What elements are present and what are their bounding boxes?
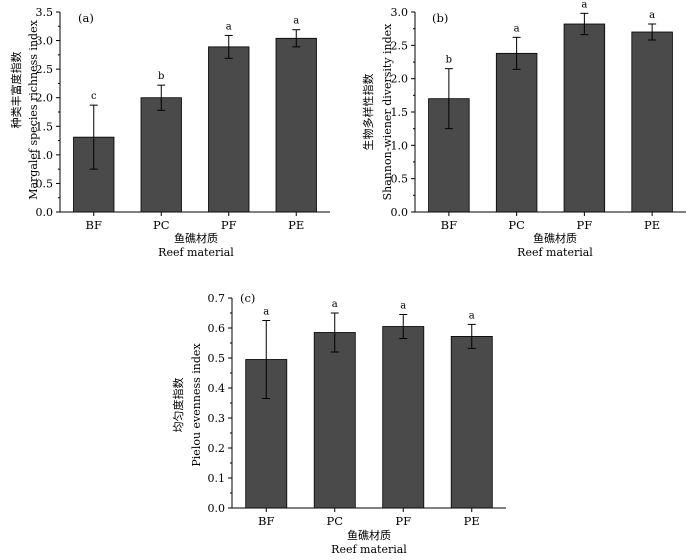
chart-panel-b: (b) 生物多样性指数 Shannon-wiener diversity ind…	[361, 0, 686, 259]
panel-label: (c)	[240, 291, 255, 305]
significance-label: a	[514, 23, 520, 34]
y-tick-label: 0.0	[208, 502, 226, 515]
bar	[382, 326, 425, 509]
panel-label: (b)	[432, 11, 448, 25]
x-tick-label: BF	[258, 514, 274, 528]
y-tick-label: 1.5	[36, 120, 54, 133]
x-tick-label: PF	[577, 218, 593, 232]
y-tick-label: 2.0	[391, 73, 409, 86]
x-tick-label: BF	[86, 218, 102, 232]
x-axis-title-en: Reef material	[158, 246, 234, 259]
bar	[275, 37, 317, 213]
significance-label: c	[91, 91, 97, 102]
bar	[495, 52, 538, 213]
x-tick-label: BF	[441, 218, 457, 232]
x-axis-title-cn: 鱼礁材质	[533, 231, 577, 245]
y-tick-label: 0.7	[208, 292, 226, 305]
x-tick-label: PC	[508, 218, 525, 232]
y-tick-label: 0.5	[36, 177, 54, 190]
y-tick-label: 0.5	[208, 352, 226, 365]
bar	[563, 23, 606, 213]
x-axis-title-en: Reef material	[517, 246, 593, 259]
y-tick-label: 0.0	[36, 206, 54, 219]
y-tick-label: 3.0	[391, 6, 409, 19]
significance-label: b	[158, 71, 164, 82]
significance-label: a	[581, 0, 587, 10]
bar	[208, 46, 250, 213]
y-tick-label: 2.0	[36, 92, 54, 105]
y-axis-title-cn: 均匀度指数	[171, 378, 185, 433]
bar	[450, 335, 493, 509]
y-tick-label: 1.0	[391, 139, 409, 152]
significance-label: a	[293, 16, 299, 27]
chart-panel-a: (a) 种类丰富度指数 Margalef species richness in…	[9, 6, 330, 259]
chart-panel-c: (c) 均匀度指数 Pielou evenness index 鱼礁材质 Ree…	[171, 291, 506, 556]
significance-label: a	[226, 21, 232, 32]
significance-label: a	[649, 10, 655, 21]
panel-label: (a)	[78, 11, 94, 25]
x-tick-label: PE	[464, 514, 480, 528]
y-tick-label: 0.6	[208, 322, 226, 335]
x-tick-label: PE	[644, 218, 660, 232]
y-tick-label: 3.5	[36, 6, 54, 19]
bar	[313, 332, 356, 509]
x-axis-title-cn: 鱼礁材质	[174, 231, 218, 245]
x-axis-title-cn: 鱼礁材质	[347, 528, 391, 542]
y-axis-title-en: Margalef species richness index	[27, 19, 40, 199]
significance-label: b	[446, 55, 452, 66]
y-tick-label: 2.5	[36, 63, 54, 76]
significance-label: a	[332, 299, 338, 310]
x-tick-label: PC	[153, 218, 170, 232]
y-tick-label: 0.1	[208, 472, 226, 485]
y-tick-label: 0.0	[391, 206, 409, 219]
y-tick-label: 1.0	[36, 149, 54, 162]
y-tick-label: 0.3	[208, 412, 226, 425]
x-tick-label: PE	[288, 218, 304, 232]
y-axis-title-cn: 种类丰富度指数	[9, 52, 23, 129]
y-axis-title-en: Pielou evenness index	[190, 343, 203, 467]
y-axis-title-en: Shannon-wiener diversity index	[381, 23, 394, 201]
x-axis-title-en: Reef material	[331, 543, 407, 556]
significance-label: a	[263, 307, 269, 318]
bar	[140, 97, 182, 213]
y-tick-label: 2.5	[391, 39, 409, 52]
y-tick-label: 0.4	[208, 382, 226, 395]
significance-label: a	[469, 310, 475, 321]
significance-label: a	[400, 301, 406, 312]
bar	[631, 31, 673, 213]
y-tick-label: 3.0	[36, 35, 54, 48]
y-tick-label: 1.5	[391, 106, 409, 119]
x-tick-label: PF	[221, 218, 237, 232]
y-tick-label: 0.2	[208, 442, 226, 455]
y-tick-label: 0.5	[391, 173, 409, 186]
x-tick-label: PF	[395, 514, 411, 528]
y-axis-title-cn: 生物多样性指数	[361, 74, 375, 151]
x-tick-label: PC	[326, 514, 343, 528]
